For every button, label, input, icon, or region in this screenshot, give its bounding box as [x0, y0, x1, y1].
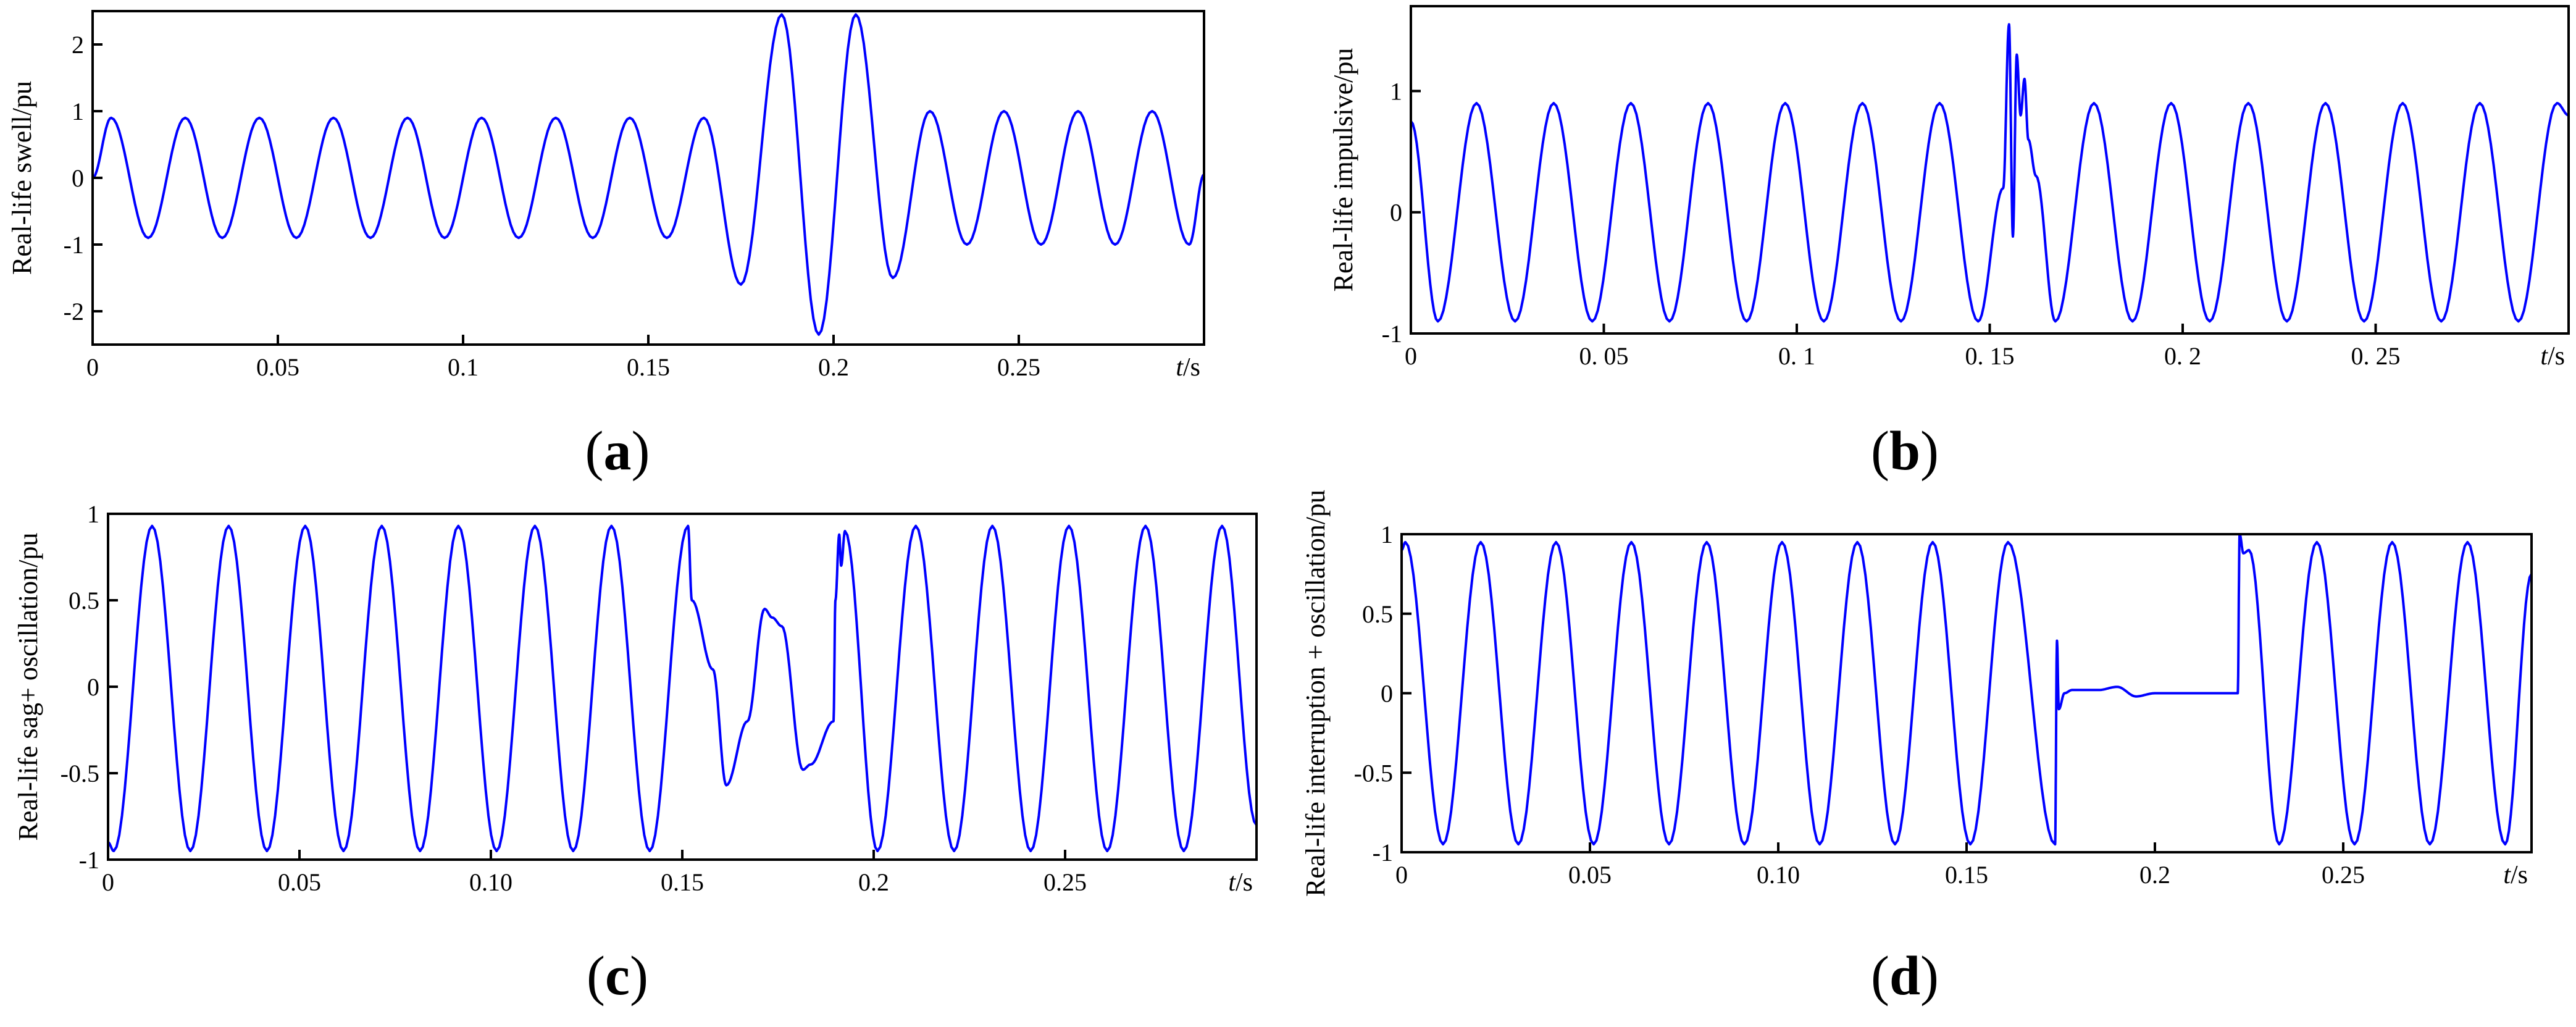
y-tick-label-a-4: 2: [72, 31, 84, 59]
chart-panel-b: 0 0. 05 0. 1 0. 15 0. 2 0. 25 t/s-101Real-life…: [1328, 5, 2570, 482]
y-tick-label-a-2: 0: [72, 164, 84, 192]
y-tick-label-d-2: 0: [1381, 680, 1393, 708]
x-tick-label-d-0: 0: [1395, 861, 1408, 889]
y-axis-label-d: Real-life interruption + oscillation/pu: [1300, 490, 1331, 897]
y-tick-label-c-2: 0: [87, 673, 99, 701]
panel-label-b: (b): [1871, 421, 1939, 482]
y-tick-label-d-4: 1: [1381, 521, 1393, 548]
series-line-b-0: [1411, 23, 2569, 323]
x-axis-unit-a: t/s: [1176, 353, 1200, 382]
x-tick-label-a-1: 0.05: [256, 353, 299, 381]
x-tick-label-b-4: 0. 2: [2164, 342, 2201, 370]
plot-frame-b: [1410, 5, 2570, 335]
panel-label-d: (d): [1871, 945, 1939, 1007]
y-tick-label-b-0: -1: [1382, 320, 1402, 348]
series-line-c-0: [108, 524, 1257, 852]
x-axis-unit-c: t/s: [1228, 868, 1253, 897]
x-tick-label-c-2: 0.10: [469, 868, 512, 896]
x-tick-label-b-1: 0. 05: [1579, 342, 1629, 370]
x-tick-label-a-0: 0: [86, 353, 99, 381]
x-tick-label-b-2: 0. 1: [1778, 342, 1815, 370]
x-tick-label-d-2: 0.10: [1757, 861, 1800, 889]
y-tick-label-c-3: 0.5: [69, 587, 99, 614]
x-tick-label-a-2: 0.1: [448, 353, 479, 381]
x-axis-unit-b: t/s: [2540, 342, 2565, 371]
y-tick-label-c-1: -0.5: [61, 760, 99, 787]
y-tick-label-d-1: -0.5: [1354, 759, 1393, 787]
panel-label-a: (a): [585, 421, 650, 482]
x-tick-label-c-5: 0.25: [1043, 868, 1087, 896]
x-tick-label-c-0: 0: [102, 868, 114, 896]
x-tick-label-c-1: 0.05: [278, 868, 321, 896]
y-tick-label-a-3: 1: [72, 98, 84, 125]
y-tick-label-d-0: -1: [1373, 839, 1393, 866]
y-tick-label-c-0: -1: [79, 846, 99, 874]
y-axis-label-a: Real-life swell/pu: [7, 81, 37, 275]
x-tick-label-b-3: 0. 15: [1965, 342, 2015, 370]
series-line-d-0: [1402, 534, 2532, 846]
x-tick-label-a-4: 0.2: [818, 353, 849, 381]
y-tick-label-a-1: -1: [64, 231, 84, 259]
y-axis-label-b: Real-life impulsive/pu: [1328, 48, 1358, 292]
x-tick-label-a-5: 0.25: [997, 353, 1040, 381]
series-line-a-0: [93, 13, 1204, 336]
y-axis-label-c: Real-life sag+ oscillation/pu: [13, 533, 43, 841]
x-tick-label-b-0: 0: [1405, 342, 1417, 370]
x-tick-label-d-5: 0.25: [2322, 861, 2365, 889]
panel-label-c: (c): [587, 945, 648, 1007]
plot-frame-d: [1400, 533, 2533, 853]
chart-panel-c: 0 0.05 0.10 0.15 0.2 0.25 t/s -1 -0.5 0 0.5 1 Real-l…: [13, 500, 1258, 1007]
plot-frame-c: [107, 513, 1258, 861]
x-tick-label-c-3: 0.15: [661, 868, 704, 896]
x-tick-label-c-4: 0.2: [858, 868, 889, 896]
x-tick-label-d-1: 0.05: [1568, 861, 1612, 889]
y-tick-label-b-2: 1: [1390, 77, 1402, 105]
x-tick-label-d-3: 0.15: [1945, 861, 1988, 889]
y-tick-label-b-1: 0: [1390, 199, 1402, 227]
x-tick-label-d-4: 0.2: [2139, 861, 2170, 889]
chart-panel-a: 0 0.05 0.1 0.15 0.2 0.25 t/s -2 -1 0 1 2 Real-life s…: [7, 10, 1205, 482]
x-tick-label-a-3: 0.15: [627, 353, 670, 381]
chart-panel-d: 0 0.05 0.10 0.15 0.2 0.25 t/s -1 -0.5 0 0.5 1 Real-l…: [1300, 490, 2533, 1007]
y-tick-label-d-3: 0.5: [1362, 600, 1393, 628]
x-axis-unit-d: t/s: [2503, 861, 2528, 889]
y-tick-label-a-0: -2: [64, 298, 84, 325]
y-tick-label-c-4: 1: [87, 500, 99, 528]
x-tick-label-b-5: 0. 25: [2351, 342, 2401, 370]
